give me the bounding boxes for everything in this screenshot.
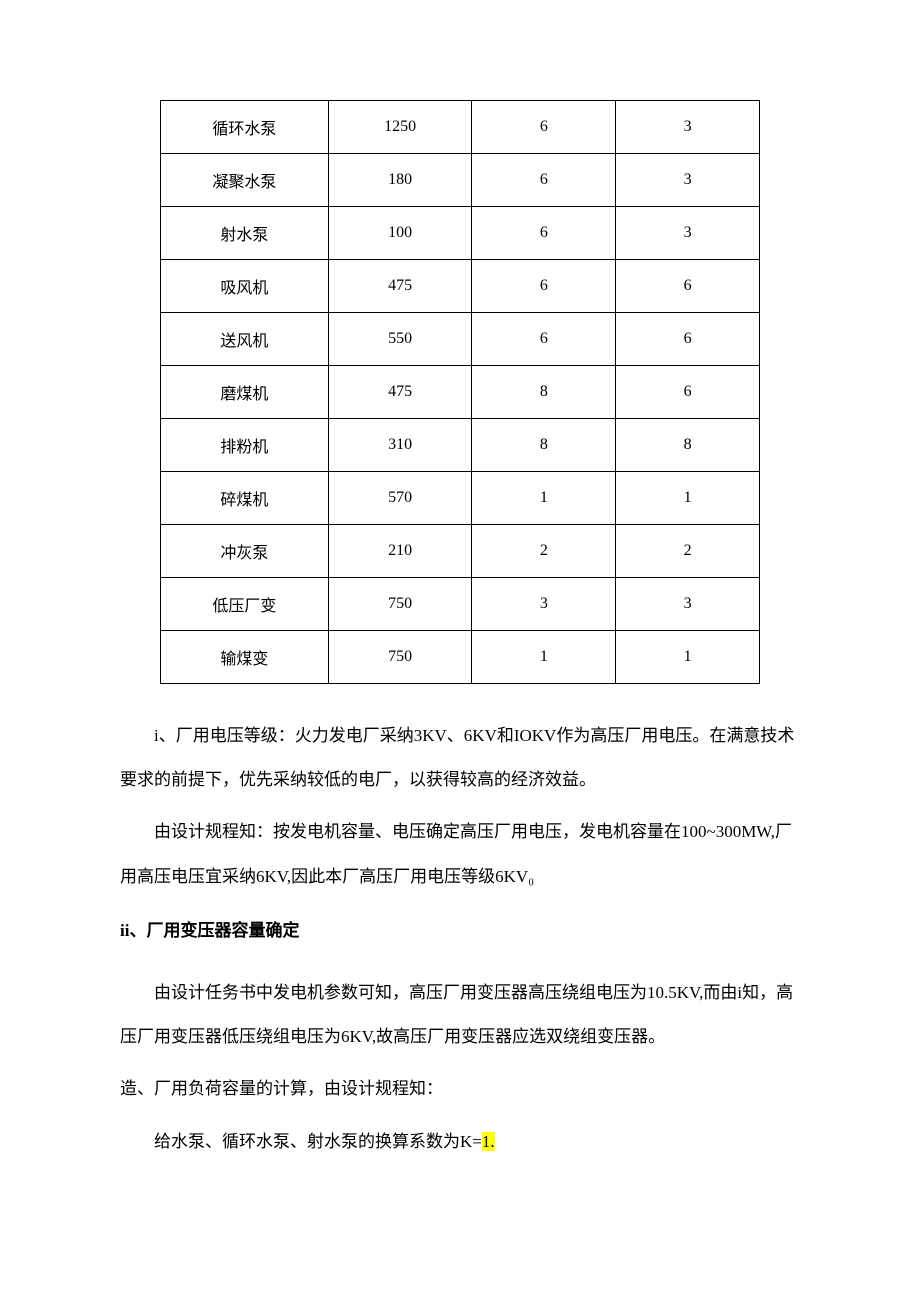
table-row: 低压厂变75033 bbox=[161, 578, 760, 631]
table-cell: 3 bbox=[472, 578, 616, 631]
table-row: 射水泵10063 bbox=[161, 207, 760, 260]
table-cell: 310 bbox=[328, 419, 472, 472]
paragraph-generator-params: 由设计任务书中发电机参数可知，高压厂用变压器高压绕组电压为10.5KV,而由i知… bbox=[120, 971, 800, 1059]
table-cell: 6 bbox=[616, 260, 760, 313]
table-cell: 碎煤机 bbox=[161, 472, 329, 525]
equipment-table: 循环水泵125063凝聚水泵18063射水泵10063吸风机47566送风机55… bbox=[160, 100, 760, 684]
p2-body: 由设计规程知：按发电机容量、电压确定高压厂用电压，发电机容量在100~300MW… bbox=[120, 822, 792, 885]
table-row: 凝聚水泵18063 bbox=[161, 154, 760, 207]
table-cell: 3 bbox=[616, 101, 760, 154]
table-cell: 6 bbox=[616, 313, 760, 366]
table-row: 碎煤机57011 bbox=[161, 472, 760, 525]
table-cell: 6 bbox=[472, 154, 616, 207]
p5-body: 给水泵、循环水泵、射水泵的换算系数为K= bbox=[154, 1132, 482, 1151]
table-cell: 2 bbox=[472, 525, 616, 578]
table-cell: 1250 bbox=[328, 101, 472, 154]
table-row: 冲灰泵21022 bbox=[161, 525, 760, 578]
table-cell: 吸风机 bbox=[161, 260, 329, 313]
table-cell: 750 bbox=[328, 578, 472, 631]
table-cell: 磨煤机 bbox=[161, 366, 329, 419]
table-row: 吸风机47566 bbox=[161, 260, 760, 313]
table-cell: 冲灰泵 bbox=[161, 525, 329, 578]
table-cell: 射水泵 bbox=[161, 207, 329, 260]
table-cell: 210 bbox=[328, 525, 472, 578]
table-cell: 750 bbox=[328, 631, 472, 684]
table-cell: 1 bbox=[616, 472, 760, 525]
table-cell: 低压厂变 bbox=[161, 578, 329, 631]
p1-body: 、厂用电压等级：火力发电厂采纳3KV、6KV和IOKV作为高压厂用电压。在满意技… bbox=[120, 726, 794, 789]
table-cell: 1 bbox=[616, 631, 760, 684]
paragraph-conversion-factor: 给水泵、循环水泵、射水泵的换算系数为K=1. bbox=[120, 1120, 800, 1164]
table-cell: 3 bbox=[616, 578, 760, 631]
paragraph-load-calc: 造、厂用负荷容量的计算，由设计规程知： bbox=[120, 1067, 800, 1111]
table-cell: 8 bbox=[472, 419, 616, 472]
table-cell: 6 bbox=[472, 260, 616, 313]
table-cell: 送风机 bbox=[161, 313, 329, 366]
table-row: 磨煤机47586 bbox=[161, 366, 760, 419]
table-cell: 180 bbox=[328, 154, 472, 207]
table-cell: 475 bbox=[328, 260, 472, 313]
table-row: 排粉机31088 bbox=[161, 419, 760, 472]
table-cell: 550 bbox=[328, 313, 472, 366]
p4-body: 造、厂用负荷容量的计算，由设计规程知： bbox=[120, 1079, 443, 1098]
highlight-k-value: 1. bbox=[482, 1132, 495, 1151]
document-page: 循环水泵125063凝聚水泵18063射水泵10063吸风机47566送风机55… bbox=[0, 0, 920, 1301]
table-cell: 3 bbox=[616, 154, 760, 207]
table-cell: 排粉机 bbox=[161, 419, 329, 472]
table-row: 循环水泵125063 bbox=[161, 101, 760, 154]
table-cell: 570 bbox=[328, 472, 472, 525]
table-cell: 输煤变 bbox=[161, 631, 329, 684]
table-cell: 475 bbox=[328, 366, 472, 419]
paragraph-design-rule: 由设计规程知：按发电机容量、电压确定高压厂用电压，发电机容量在100~300MW… bbox=[120, 810, 800, 898]
table-cell: 循环水泵 bbox=[161, 101, 329, 154]
heading-transformer-capacity: ii、厂用变压器容量确定 bbox=[120, 909, 800, 953]
table-cell: 3 bbox=[616, 207, 760, 260]
paragraph-voltage-level: i、厂用电压等级：火力发电厂采纳3KV、6KV和IOKV作为高压厂用电压。在满意… bbox=[120, 714, 800, 802]
table-cell: 1 bbox=[472, 472, 616, 525]
table-row: 送风机55066 bbox=[161, 313, 760, 366]
table-cell: 6 bbox=[472, 207, 616, 260]
h1-body: 、厂用变压器容量确定 bbox=[129, 921, 299, 940]
table-cell: 2 bbox=[616, 525, 760, 578]
table-row: 输煤变75011 bbox=[161, 631, 760, 684]
table-cell: 6 bbox=[472, 313, 616, 366]
p3-body: 由设计任务书中发电机参数可知，高压厂用变压器高压绕组电压为10.5KV,而由i知… bbox=[120, 983, 793, 1046]
table-cell: 凝聚水泵 bbox=[161, 154, 329, 207]
table-cell: 1 bbox=[472, 631, 616, 684]
table-cell: 8 bbox=[472, 366, 616, 419]
table-cell: 6 bbox=[616, 366, 760, 419]
table-cell: 8 bbox=[616, 419, 760, 472]
table-cell: 6 bbox=[472, 101, 616, 154]
table-cell: 100 bbox=[328, 207, 472, 260]
